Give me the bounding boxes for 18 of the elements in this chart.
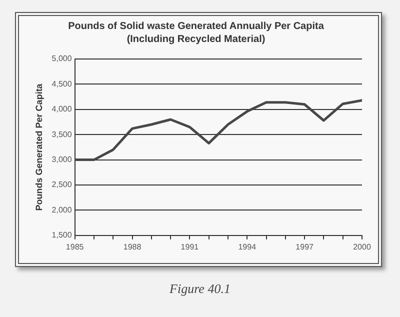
y-tick-label: 5,000	[52, 54, 72, 64]
y-tick-label: 3,500	[52, 130, 72, 139]
y-tick-label: 2,000	[52, 205, 72, 214]
caption: Figure 40.1	[168, 281, 230, 296]
y-tick-label: 4,500	[52, 79, 72, 88]
chart-title: Pounds of Solid waste Generated Annually Per Capita	[68, 20, 324, 32]
y-tick-label: 4,000	[52, 104, 72, 114]
y-axis-title: Pounds Generated Per Capita	[34, 82, 44, 211]
y-tick-label: 1,500	[52, 230, 72, 240]
y-tick-label: 3,000	[52, 155, 72, 164]
x-tick-label: 2000	[353, 242, 372, 252]
x-tick-label: 1994	[238, 242, 257, 252]
x-tick-label: 1985	[66, 242, 84, 252]
x-tick-label: 1997	[296, 242, 314, 252]
x-tick-label: 1988	[123, 242, 142, 252]
y-tick-label: 2,500	[52, 180, 72, 190]
x-tick-label: 1991	[180, 242, 200, 252]
chart-subtitle: (Including Recycled Material)	[126, 34, 266, 45]
